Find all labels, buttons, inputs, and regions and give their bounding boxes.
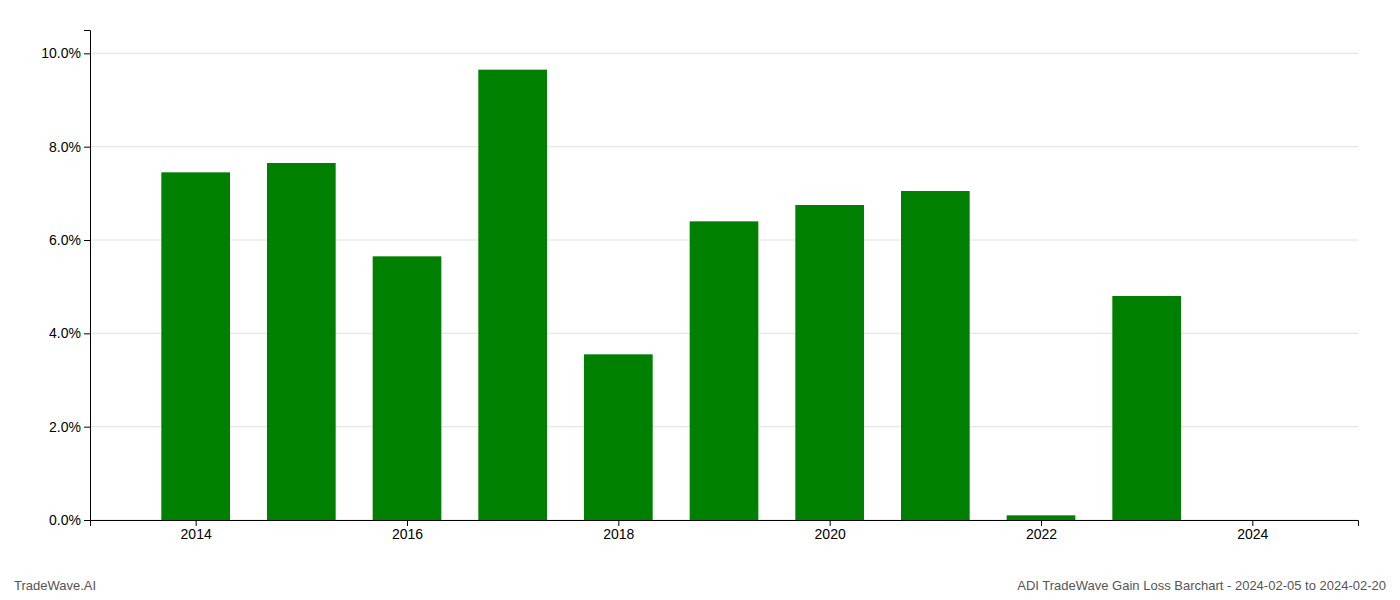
tick-label: 8.0% bbox=[49, 139, 81, 155]
axis-line bbox=[84, 31, 91, 521]
footer-left: TradeWave.AI bbox=[14, 578, 96, 593]
title: ADI TradeWave Gain Loss Barchart - 2024-… bbox=[1017, 578, 1386, 593]
tick-mark bbox=[84, 427, 90, 428]
tick-label: 2024 bbox=[1237, 526, 1268, 542]
tick-mark bbox=[84, 240, 90, 241]
tick: 8.0% bbox=[49, 139, 90, 155]
tick: 2018 bbox=[603, 520, 634, 542]
bar bbox=[478, 70, 547, 520]
tick-label: 2022 bbox=[1026, 526, 1057, 542]
tick-label: 2020 bbox=[815, 526, 846, 542]
tick-mark bbox=[84, 333, 90, 334]
bar bbox=[584, 354, 653, 520]
x-axis: 2014 2016 2018 2020 2022 2024 bbox=[91, 520, 1359, 542]
tick: 2022 bbox=[1026, 520, 1057, 542]
bar bbox=[901, 191, 970, 520]
tick: 2020 bbox=[815, 520, 846, 542]
tick: 2014 bbox=[181, 520, 212, 542]
bar bbox=[795, 205, 864, 520]
bar bbox=[1007, 515, 1076, 520]
tick-mark bbox=[84, 520, 90, 521]
tick: 6.0% bbox=[49, 232, 90, 248]
grid-line bbox=[90, 146, 1358, 147]
tick: 0.0% bbox=[49, 512, 90, 528]
tick-label: 6.0% bbox=[49, 232, 81, 248]
tick-label: 10.0% bbox=[41, 45, 81, 61]
tick-label: 4.0% bbox=[49, 325, 81, 341]
grid-line bbox=[90, 53, 1358, 54]
tick: 4.0% bbox=[49, 325, 90, 341]
bar bbox=[690, 221, 759, 520]
tick-mark bbox=[84, 53, 90, 54]
tick-mark bbox=[84, 147, 90, 148]
tick-label: 2018 bbox=[603, 526, 634, 542]
bars bbox=[161, 70, 1181, 520]
bar bbox=[267, 163, 336, 520]
tick-label: 2014 bbox=[181, 526, 212, 542]
tick-label: 0.0% bbox=[49, 512, 81, 528]
y-axis: 0.0% 2.0% 4.0% 6.0% 8.0% 10.0% bbox=[41, 31, 90, 528]
bar bbox=[373, 256, 442, 520]
tick: 2016 bbox=[392, 520, 423, 542]
tick: 2.0% bbox=[49, 419, 90, 435]
grid bbox=[90, 53, 1358, 520]
tick-label: 2016 bbox=[392, 526, 423, 542]
chart: 0.0% 2.0% 4.0% 6.0% 8.0% 10.0% 2014 2016 2018 202… bbox=[0, 0, 1400, 600]
tick: 2024 bbox=[1237, 520, 1268, 542]
axis-line bbox=[91, 521, 1359, 527]
tick: 10.0% bbox=[41, 45, 90, 61]
bar bbox=[161, 172, 230, 520]
tick-label: 2.0% bbox=[49, 419, 81, 435]
bar bbox=[1112, 296, 1181, 520]
